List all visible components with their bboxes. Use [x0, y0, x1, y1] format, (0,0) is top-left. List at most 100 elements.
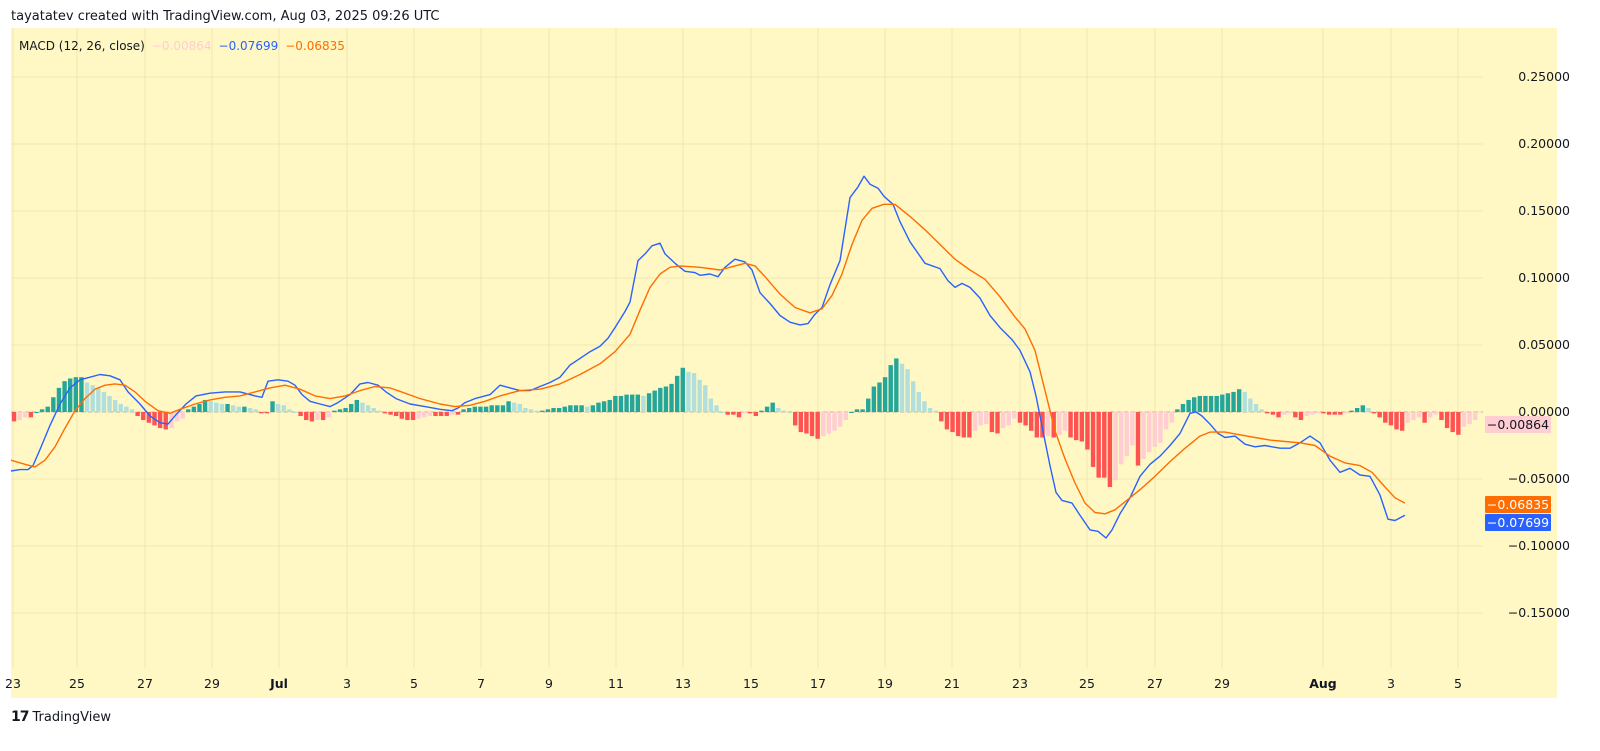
- attribution-text: tayatatev created with TradingView.com, …: [11, 9, 440, 24]
- x-axis-tick-label: 11: [608, 676, 624, 691]
- histogram-bar: [1321, 412, 1326, 414]
- histogram-bar: [911, 381, 916, 412]
- histogram-bar: [995, 412, 1000, 434]
- histogram-bar: [1259, 409, 1264, 412]
- histogram-bar: [315, 412, 320, 421]
- histogram-bar: [208, 401, 213, 412]
- histogram-bar: [1169, 412, 1174, 423]
- histogram-bar: [849, 412, 854, 413]
- histogram-bar: [967, 412, 972, 438]
- histogram-bar: [483, 406, 489, 412]
- histogram-bar: [624, 394, 629, 412]
- histogram-bar: [489, 405, 494, 412]
- histogram-bar: [888, 365, 893, 412]
- histogram-bar: [1276, 412, 1281, 418]
- histogram-bar: [467, 407, 472, 412]
- histogram-bar: [1203, 395, 1208, 412]
- histogram-bar: [124, 406, 129, 412]
- histogram-bar: [618, 395, 624, 412]
- x-axis-tick-label: Jul: [270, 676, 288, 691]
- histogram-bar: [1428, 412, 1433, 418]
- histogram-bar: [422, 412, 427, 418]
- x-axis-tick-label: 5: [410, 676, 418, 691]
- histogram-bar: [866, 398, 871, 412]
- histogram-bar: [1152, 412, 1158, 447]
- histogram-bar: [1180, 403, 1186, 412]
- histogram-bar: [1248, 398, 1253, 412]
- histogram-bar: [905, 369, 910, 412]
- histogram-bar: [1135, 412, 1141, 466]
- y-axis-tick-label: −0.05000: [1507, 471, 1570, 486]
- histogram-bar: [1422, 412, 1427, 423]
- histogram-bar: [1270, 412, 1276, 415]
- histogram-bar: [871, 386, 877, 412]
- histogram-bar: [129, 409, 135, 412]
- histogram-bar: [922, 401, 927, 412]
- histogram-bar: [405, 412, 410, 421]
- histogram-bar: [180, 412, 185, 419]
- histogram-bar: [1383, 412, 1388, 423]
- histogram-bar: [703, 385, 708, 412]
- histogram-bar: [371, 407, 376, 412]
- histogram-bar: [1029, 412, 1034, 431]
- histogram-bar: [511, 402, 517, 412]
- histogram-bar: [236, 406, 241, 412]
- histogram-bar: [1467, 412, 1472, 425]
- histogram-bar: [1236, 389, 1242, 412]
- histogram-bar: [759, 410, 764, 412]
- tradingview-logo[interactable]: 17 TradingView: [11, 709, 111, 725]
- histogram-bar: [585, 406, 590, 412]
- x-axis-tick-label: 23: [1012, 676, 1028, 691]
- histogram-bar: [916, 391, 922, 412]
- histogram-bar: [523, 407, 528, 412]
- indicator-legend[interactable]: MACD (12, 26, close) −0.00864 −0.07699 −…: [19, 39, 345, 53]
- histogram-bar: [343, 407, 348, 412]
- histogram-bar: [528, 409, 534, 412]
- histogram-bar: [1287, 412, 1292, 414]
- x-axis-tick-label: 7: [477, 676, 485, 691]
- histogram-bar: [809, 412, 815, 437]
- histogram-bar: [163, 412, 168, 430]
- histogram-bar: [601, 401, 607, 412]
- histogram-bar: [281, 405, 286, 412]
- histogram-bar: [691, 373, 697, 412]
- histogram-bar: [1281, 412, 1287, 415]
- histogram-bar: [332, 410, 337, 412]
- histogram-bar: [11, 412, 17, 422]
- histogram-bar: [96, 387, 101, 412]
- histogram-bar: [1023, 412, 1028, 426]
- histogram-bar: [714, 405, 719, 412]
- histogram-bar: [174, 412, 180, 422]
- histogram-bar: [354, 399, 360, 412]
- histogram-bar: [534, 410, 539, 412]
- histogram-bar: [635, 394, 641, 412]
- histogram-bar: [1220, 394, 1225, 412]
- histogram-bar: [360, 402, 365, 412]
- x-axis-tick-label: 5: [1454, 676, 1462, 691]
- histogram-bar: [264, 412, 270, 414]
- histogram-bar: [517, 403, 522, 412]
- histogram-bar: [51, 397, 56, 412]
- histogram-bar: [146, 412, 152, 423]
- histogram-bar: [1473, 412, 1478, 421]
- histogram-bar: [1000, 412, 1006, 429]
- x-axis-tick-label: 27: [137, 676, 153, 691]
- histogram-bar: [118, 403, 123, 412]
- histogram-price-tag: −0.00864: [1485, 416, 1551, 433]
- y-axis-tick-label: 0.10000: [1518, 270, 1570, 285]
- histogram-bar: [613, 395, 618, 412]
- histogram-bar: [978, 412, 983, 426]
- signal-line: [10, 203, 1406, 515]
- histogram-bar: [680, 367, 685, 412]
- histogram-bar: [191, 406, 197, 412]
- histogram-bar: [393, 412, 399, 417]
- chart-pane[interactable]: [11, 28, 1557, 698]
- histogram-bar: [545, 409, 551, 412]
- indicator-name[interactable]: MACD (12, 26, close): [19, 39, 145, 53]
- x-axis-tick-label: 25: [69, 676, 85, 691]
- histogram-bar: [287, 409, 292, 412]
- histogram-bar: [1310, 412, 1315, 415]
- histogram-bar: [1332, 412, 1337, 415]
- histogram-bar: [646, 393, 652, 412]
